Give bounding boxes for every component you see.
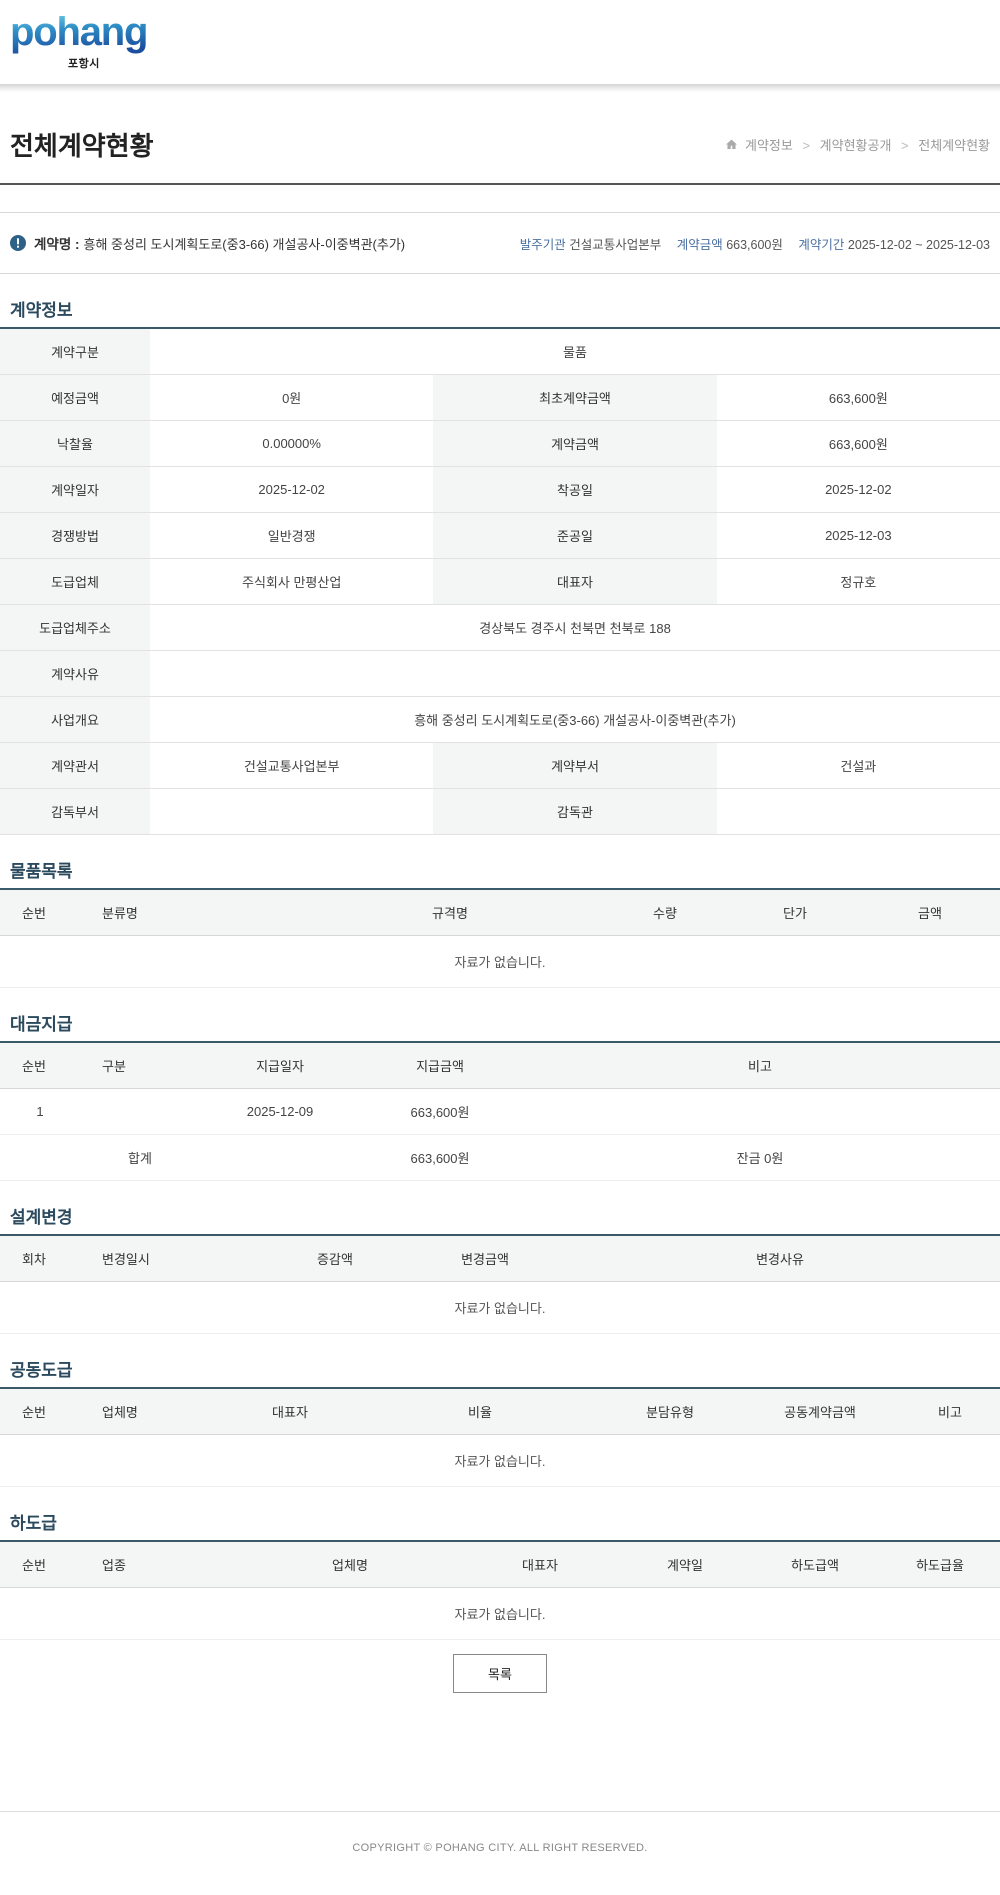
svg-text:pohang: pohang	[10, 10, 147, 54]
